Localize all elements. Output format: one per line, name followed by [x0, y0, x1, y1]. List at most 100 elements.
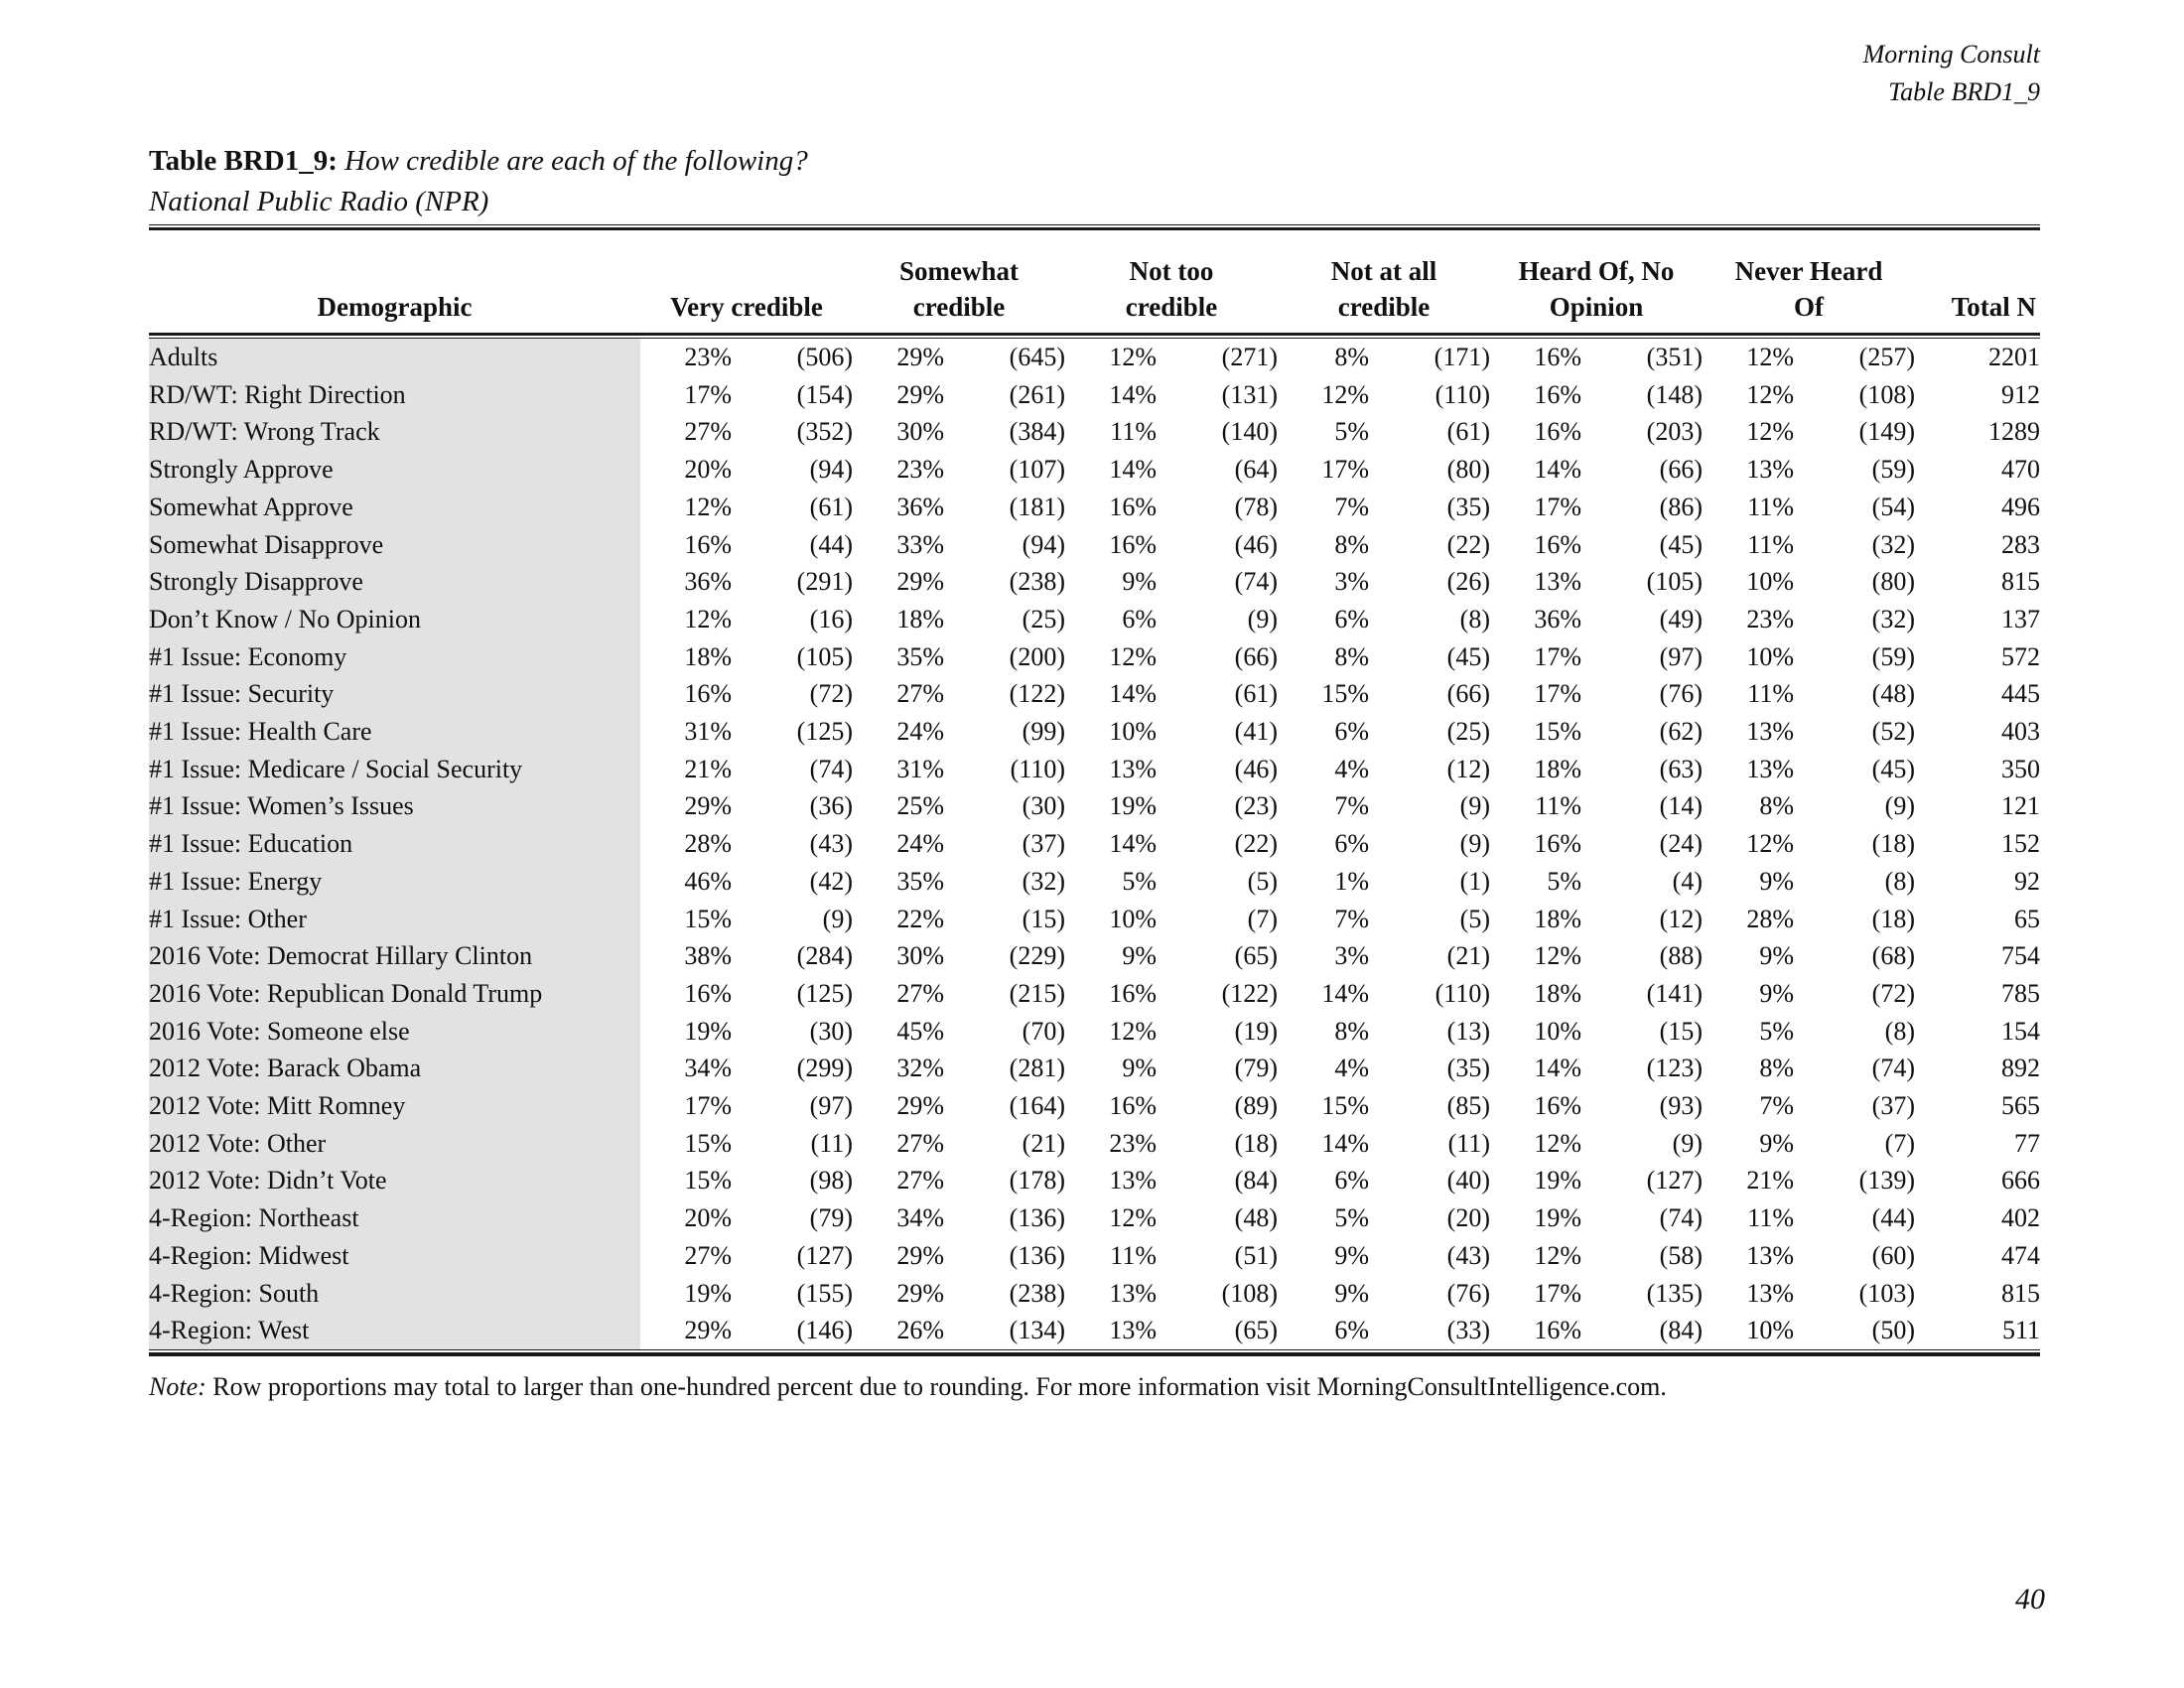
cell-percent: 11% [1110, 1240, 1157, 1270]
cell-count: (18) [1871, 829, 1915, 859]
cell-count: (65) [1234, 1316, 1278, 1345]
cell-percent: 29% [896, 379, 944, 409]
cell-percent: 12% [1534, 941, 1581, 971]
cell-percent: 34% [896, 1203, 944, 1233]
cell-percent: 15% [684, 904, 732, 933]
cell-percent: 23% [1746, 604, 1794, 633]
cell-count: (33) [1446, 1316, 1490, 1345]
cell-count: (32) [1022, 866, 1065, 896]
cell-count: (351) [1646, 343, 1703, 371]
cell-percent: 11% [1110, 417, 1157, 447]
cell-demographic: #1 Issue: Medicare / Social Security [149, 750, 640, 788]
cell-percent: 35% [896, 641, 944, 671]
cell-count: (18) [1234, 1128, 1278, 1158]
cell-count: (43) [1446, 1240, 1490, 1270]
cell-total-n: 785 [2001, 978, 2040, 1008]
cell-count: (15) [1659, 1016, 1703, 1046]
cell-percent: 12% [1534, 1240, 1581, 1270]
cell-total-n: 121 [2001, 791, 2040, 821]
cell-demographic: 2012 Vote: Other [149, 1124, 640, 1163]
table-row: 2016 Vote: Someone else 19% (30) 45% (70) 12%… [149, 1012, 2040, 1051]
cell-count: (15) [1022, 904, 1065, 933]
cell-count: (99) [1022, 717, 1065, 747]
cell-count: (80) [1446, 455, 1490, 485]
cell-count: (24) [1659, 829, 1703, 859]
cell-count: (110) [1010, 754, 1065, 783]
cell-percent: 30% [896, 417, 944, 447]
cell-count: (291) [796, 567, 853, 597]
cell-percent: 15% [1534, 717, 1581, 747]
table-row: #1 Issue: Economy 18% (105) 35% (200) 12% (66)… [149, 637, 2040, 676]
cell-percent: 10% [1534, 1016, 1581, 1046]
cell-percent: 15% [684, 1128, 732, 1158]
cell-percent: 34% [684, 1054, 732, 1083]
cell-count: (178) [1009, 1166, 1065, 1196]
cell-count: (43) [809, 829, 853, 859]
cell-count: (200) [1009, 641, 1065, 671]
cell-count: (9) [1459, 829, 1490, 859]
cell-count: (26) [1446, 567, 1490, 597]
cell-count: (93) [1659, 1091, 1703, 1121]
cell-total-n: 154 [2001, 1016, 2040, 1046]
cell-percent: 22% [896, 904, 944, 933]
header-category-0: Very credible [670, 292, 823, 322]
cell-count: (80) [1871, 567, 1915, 597]
cell-percent: 13% [1746, 455, 1794, 485]
table-row: 2012 Vote: Other 15% (11) 27% (21) 23% (18) 14%… [149, 1124, 2040, 1163]
cell-percent: 12% [1534, 1128, 1581, 1158]
cell-percent: 30% [896, 941, 944, 971]
cell-count: (146) [796, 1316, 853, 1345]
cell-count: (50) [1871, 1316, 1915, 1345]
cell-percent: 14% [1534, 455, 1581, 485]
cell-percent: 11% [1747, 492, 1794, 521]
cell-demographic: 4-Region: West [149, 1312, 640, 1349]
cell-percent: 16% [1534, 343, 1581, 371]
cell-percent: 12% [684, 604, 732, 633]
cell-percent: 1% [1334, 866, 1369, 896]
cell-total-n: 1289 [1988, 417, 2040, 447]
table-note: Note: Row proportions may total to large… [149, 1370, 2040, 1404]
cell-count: (36) [809, 791, 853, 821]
cell-count: (21) [1022, 1128, 1065, 1158]
cell-percent: 4% [1334, 754, 1369, 783]
cell-percent: 28% [1746, 904, 1794, 933]
cell-count: (79) [1234, 1054, 1278, 1083]
cell-percent: 15% [1321, 1091, 1369, 1121]
cell-percent: 12% [1746, 379, 1794, 409]
header-category-2: Not too credible [1125, 256, 1218, 322]
cell-total-n: 474 [2001, 1240, 2040, 1270]
cell-percent: 29% [896, 1240, 944, 1270]
cell-count: (14) [1659, 791, 1703, 821]
cell-percent: 9% [1122, 941, 1157, 971]
cell-percent: 5% [1547, 866, 1581, 896]
cell-percent: 29% [684, 791, 732, 821]
cell-percent: 9% [1759, 978, 1794, 1008]
cell-count: (140) [1221, 417, 1278, 447]
cell-percent: 35% [896, 866, 944, 896]
cell-percent: 27% [896, 1128, 944, 1158]
cell-percent: 12% [1746, 829, 1794, 859]
cell-total-n: 65 [2014, 904, 2040, 933]
cell-percent: 17% [684, 1091, 732, 1121]
cell-count: (105) [1646, 567, 1703, 597]
cell-percent: 8% [1334, 641, 1369, 671]
cell-count: (110) [1434, 978, 1490, 1008]
cell-percent: 5% [1759, 1016, 1794, 1046]
cell-percent: 13% [1534, 567, 1581, 597]
cell-count: (21) [1446, 941, 1490, 971]
note-text: Row proportions may total to larger than… [212, 1371, 1667, 1401]
cell-count: (13) [1446, 1016, 1490, 1046]
table-row: #1 Issue: Health Care 31% (125) 24% (99) 10% (… [149, 713, 2040, 751]
cell-percent: 6% [1334, 1316, 1369, 1345]
header-demographic: Demographic [317, 292, 473, 322]
header-category-5: Never Heard Of [1734, 256, 1883, 322]
cell-count: (171) [1433, 343, 1490, 371]
cell-percent: 27% [684, 1240, 732, 1270]
cell-percent: 16% [1109, 492, 1157, 521]
cell-count: (107) [1009, 455, 1065, 485]
cell-demographic: Strongly Disapprove [149, 563, 640, 601]
table-row: 4-Region: Northeast 20% (79) 34% (136) 12% (48… [149, 1199, 2040, 1237]
cell-count: (645) [1009, 343, 1065, 371]
cell-count: (284) [796, 941, 853, 971]
table-row: RD/WT: Wrong Track 27% (352) 30% (384) 11% (14… [149, 413, 2040, 452]
